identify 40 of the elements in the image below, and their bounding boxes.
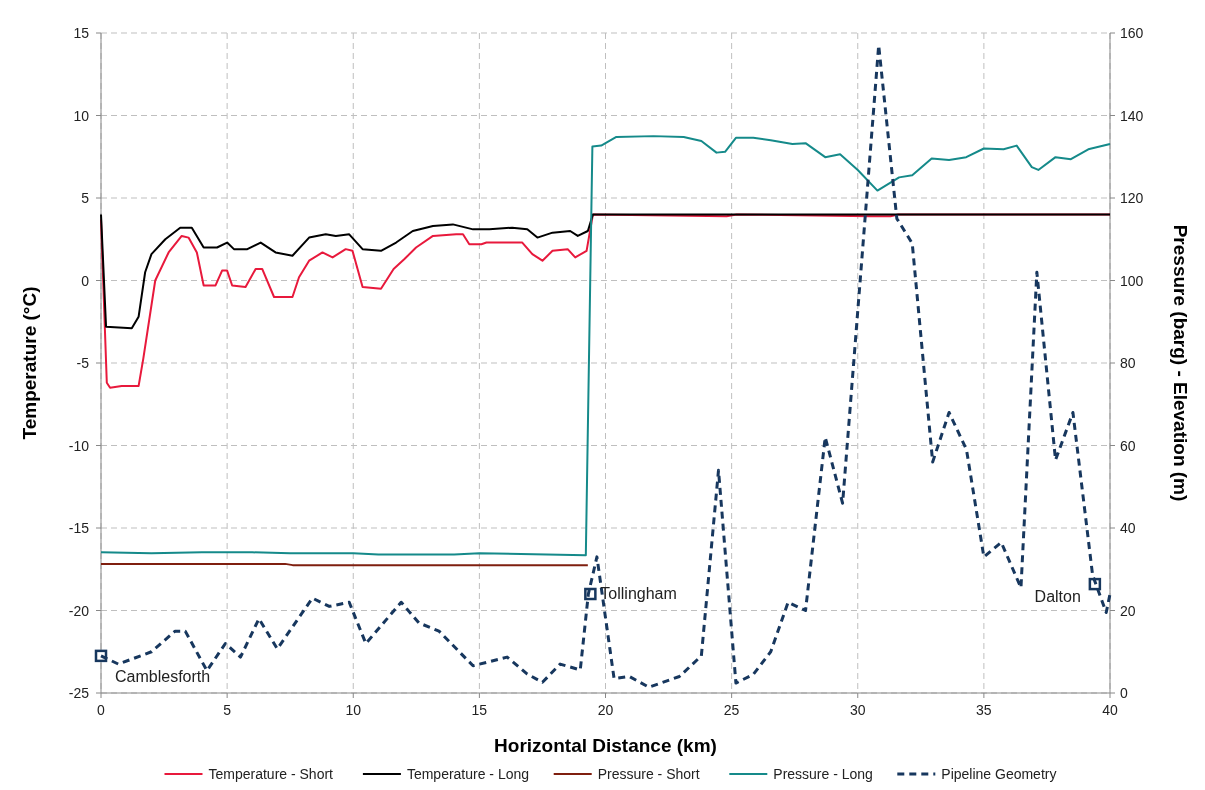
legend-label: Pressure - Short bbox=[597, 766, 700, 782]
x-tick-label: 5 bbox=[223, 702, 232, 718]
x-tick-label: 25 bbox=[723, 702, 740, 718]
x-axis-title: Horizontal Distance (km) bbox=[494, 735, 717, 756]
legend-label: Temperature - Long bbox=[406, 766, 530, 782]
y-tick-label: -20 bbox=[68, 602, 90, 619]
line-series bbox=[100, 135, 1111, 557]
x-tick-label: 10 bbox=[345, 702, 362, 718]
y2-tick-label: 120 bbox=[1120, 190, 1144, 206]
x-tick-label: 35 bbox=[976, 702, 992, 718]
y-tick-label: -25 bbox=[68, 685, 90, 701]
annotation: Camblesforth bbox=[115, 667, 211, 685]
y2-tick-label: 20 bbox=[1120, 602, 1136, 619]
x-tick-label: 15 bbox=[471, 702, 488, 718]
y-axis-title: Temperature (°C) bbox=[19, 286, 40, 440]
y-tick-label: 15 bbox=[73, 25, 90, 41]
y-tick-label: -5 bbox=[76, 355, 90, 371]
y2-tick-label: 100 bbox=[1120, 272, 1144, 289]
y-tick-label: 5 bbox=[81, 190, 90, 206]
y2-tick-label: 0 bbox=[1120, 685, 1128, 701]
y-tick-label: 10 bbox=[73, 107, 90, 124]
x-tick-label: 30 bbox=[849, 702, 866, 718]
legend-label: Pressure - Long bbox=[773, 766, 873, 782]
y-tick-label: -15 bbox=[68, 520, 90, 536]
y-tick-label: 0 bbox=[81, 272, 90, 289]
y2-tick-label: 160 bbox=[1120, 25, 1144, 41]
y2-tick-label: 140 bbox=[1120, 107, 1144, 124]
y2-axis-title: Pressure (barg) - Elevation (m) bbox=[1170, 224, 1191, 502]
legend-label: Temperature - Short bbox=[208, 766, 334, 782]
y2-tick-label: 40 bbox=[1120, 520, 1136, 536]
y2-tick-label: 60 bbox=[1120, 437, 1136, 454]
annotation: Dalton bbox=[1034, 588, 1081, 606]
y-tick-label: -10 bbox=[68, 437, 90, 454]
legend-label: Pipeline Geometry bbox=[941, 766, 1057, 782]
y2-tick-label: 80 bbox=[1120, 355, 1136, 371]
line-series bbox=[100, 213, 1111, 330]
x-tick-label: 20 bbox=[597, 702, 614, 718]
annotation: Tollingham bbox=[600, 585, 677, 602]
x-tick-label: 40 bbox=[1102, 702, 1118, 718]
x-tick-label: 0 bbox=[97, 702, 106, 718]
